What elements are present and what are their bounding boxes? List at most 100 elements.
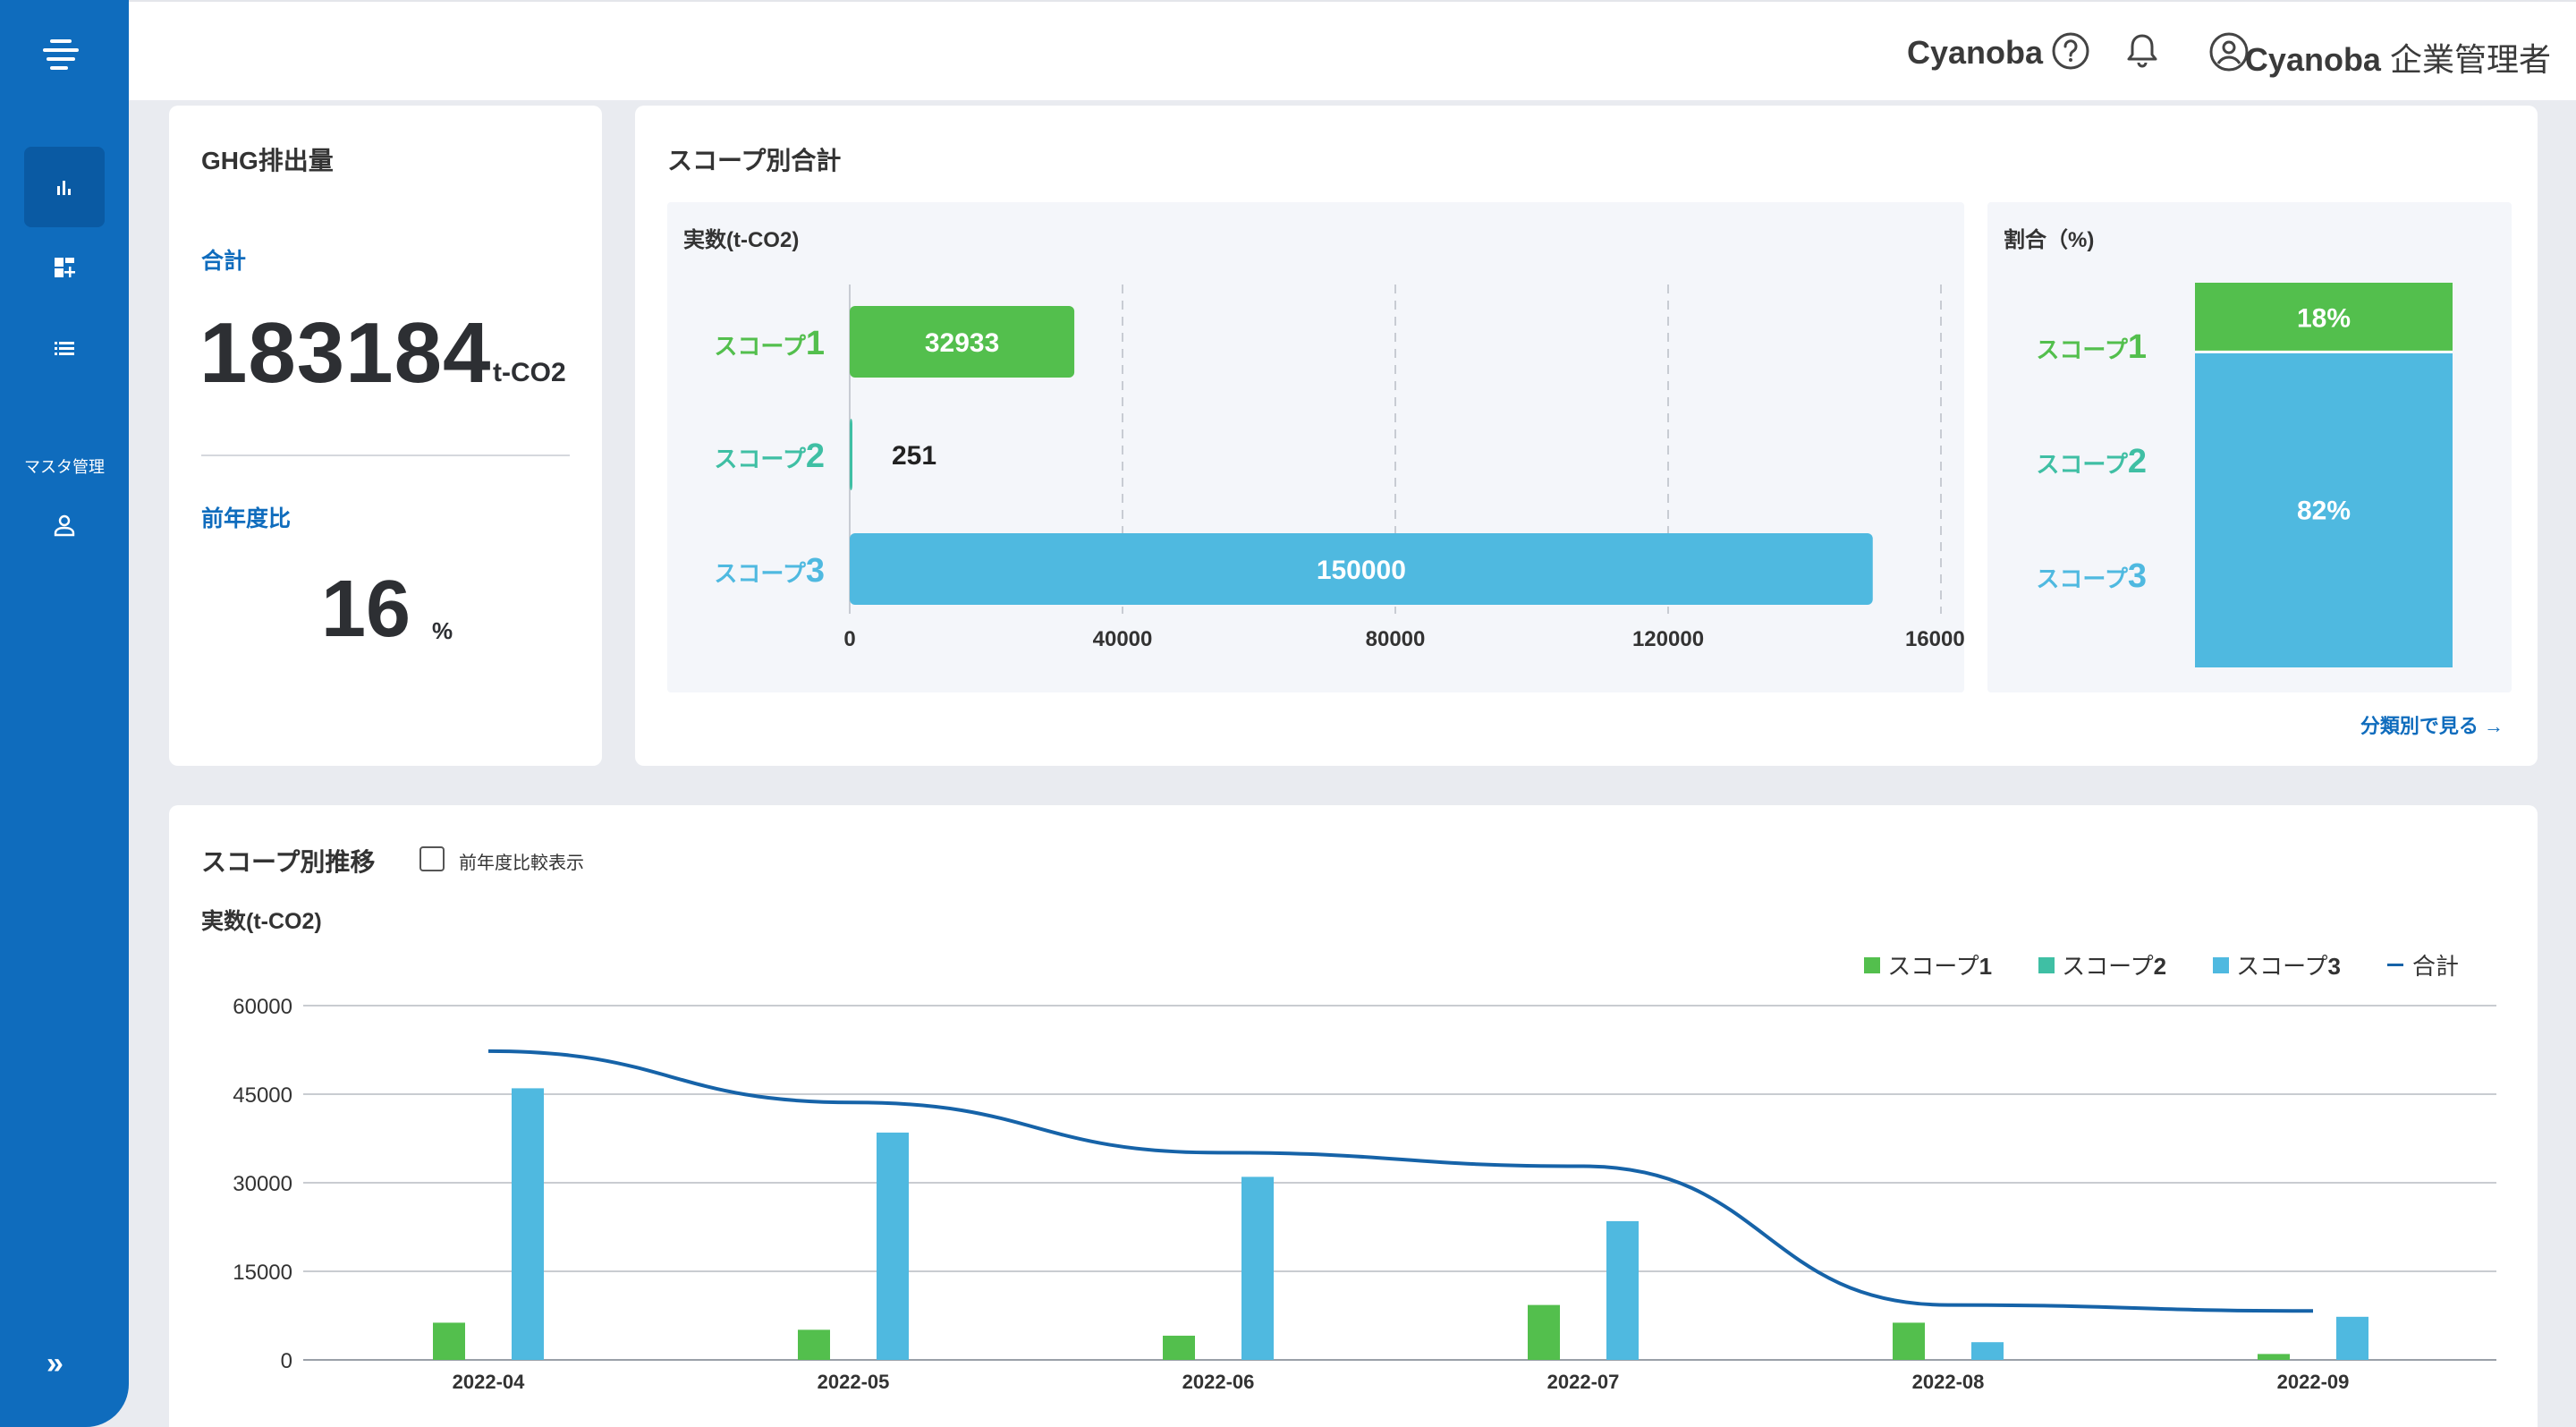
y-tick-label: 45000 — [233, 1083, 292, 1108]
ratio-value-label: 18% — [2297, 304, 2351, 334]
logo-icon[interactable] — [39, 34, 82, 77]
x-tick-label: 40000 — [1093, 627, 1153, 651]
legend-label: スコープ3 — [2236, 953, 2341, 980]
bar-scope-3[interactable] — [1241, 1176, 1274, 1360]
scope-total-card: スコープ別合計 実数(t-CO2) 0 40000 80000 120000 16000… — [635, 106, 2538, 766]
y-tick-label: 0 — [281, 1349, 292, 1373]
x-tick-label: 2022-05 — [818, 1371, 890, 1393]
scope-actual-chart: 0 40000 80000 120000 160000 32933 スコープ1 251 スコープ… — [714, 285, 1964, 651]
trend-title: スコープ別推移 — [201, 848, 376, 876]
account-icon[interactable] — [2207, 30, 2250, 73]
x-tick-label: 2022-06 — [1182, 1371, 1255, 1393]
ratio-label-scope-3: スコープ3 — [2036, 557, 2147, 595]
ratio-panel-title: 割合（%) — [2004, 228, 2095, 252]
bar-value-label: 32933 — [925, 328, 999, 358]
y-tick-label: 30000 — [233, 1172, 292, 1196]
legend-swatch — [2213, 956, 2230, 973]
x-tick-label: 80000 — [1366, 627, 1426, 651]
bar-scope-3[interactable] — [2336, 1316, 2368, 1360]
user-company: Cyanoba — [2244, 41, 2381, 78]
legend-swatch — [2386, 964, 2403, 966]
list-icon — [55, 342, 74, 355]
bar-scope-1[interactable] — [1893, 1322, 1925, 1360]
trend-y-unit: 実数(t-CO2) — [201, 909, 322, 934]
yoy-unit: % — [432, 617, 453, 644]
y-label-scope-1: スコープ1 — [714, 325, 825, 362]
actual-panel-title: 実数(t-CO2) — [683, 228, 800, 252]
legend-swatch — [1864, 956, 1881, 973]
brand-name: Cyanoba — [1906, 34, 2043, 71]
ghg-card-title: GHG排出量 — [201, 147, 334, 174]
user-role: 企業管理者 — [2389, 41, 2551, 78]
nav-user-master[interactable] — [24, 485, 105, 565]
x-tick-label: 160000 — [1905, 627, 1964, 651]
bar-scope-1[interactable] — [1528, 1304, 1560, 1360]
ratio-label-scope-1: スコープ1 — [2036, 328, 2147, 366]
y-label-scope-3: スコープ3 — [714, 552, 825, 590]
help-icon[interactable] — [2050, 30, 2091, 72]
view-by-category-link[interactable]: 分類別で見る → — [2360, 715, 2504, 737]
sidebar-section-master: マスタ管理 — [24, 458, 105, 476]
actual-panel: 実数(t-CO2) 0 40000 80000 120000 160000 32933 スコ… — [667, 202, 1964, 692]
y-label-scope-2: スコープ2 — [714, 437, 825, 475]
bar-scope-2[interactable] — [850, 419, 852, 490]
scope-ratio-chart: 18% 82% スコープ1 スコープ2 スコープ3 — [2036, 283, 2453, 667]
x-tick-label: 2022-09 — [2277, 1371, 2350, 1393]
legend-label: スコープ2 — [2062, 953, 2167, 980]
nav-list[interactable] — [24, 308, 105, 388]
person-icon — [54, 514, 75, 537]
bar-scope-1[interactable] — [850, 306, 1075, 378]
scope-total-title: スコープ別合計 — [667, 147, 842, 174]
legend-item[interactable]: 合計 — [2386, 948, 2459, 981]
total-unit: t-CO2 — [493, 358, 566, 387]
total-value: 183184 — [199, 305, 492, 401]
compare-checkbox[interactable] — [419, 846, 445, 871]
x-tick-label: 2022-04 — [453, 1371, 526, 1393]
bar-scope-1[interactable] — [2258, 1354, 2290, 1360]
ratio-value-label: 82% — [2297, 497, 2351, 526]
y-tick-label: 15000 — [233, 1261, 292, 1285]
bar-scope-3[interactable] — [512, 1088, 544, 1360]
x-tick-label: 120000 — [1632, 627, 1704, 651]
ratio-segment-scope-3[interactable] — [2195, 352, 2453, 667]
legend-item[interactable]: スコープ2 — [2038, 948, 2166, 981]
bar-value-label: 251 — [892, 441, 936, 471]
total-line[interactable] — [487, 1049, 2314, 1313]
bar-scope-3[interactable] — [850, 533, 1873, 605]
x-tick-label: 2022-07 — [1547, 1371, 1620, 1393]
bar-scope-3[interactable] — [877, 1132, 909, 1360]
yoy-value: 16 — [321, 565, 411, 654]
ghg-emissions-card: GHG排出量 合計 183184 t-CO2 前年度比 16 % — [169, 106, 602, 766]
bar-scope-1[interactable] — [433, 1322, 465, 1360]
top-header: Cyanoba Cyanoba 企業管理者 — [129, 0, 2576, 100]
legend-item[interactable]: スコープ3 — [2213, 948, 2341, 981]
legend-label: 合計 — [2411, 953, 2459, 980]
x-tick-label: 0 — [843, 627, 855, 651]
legend-swatch — [2038, 956, 2055, 973]
ratio-label-scope-2: スコープ2 — [2036, 443, 2147, 480]
x-tick-label: 2022-08 — [1912, 1371, 1985, 1393]
total-label: 合計 — [201, 249, 247, 274]
nav-dashboard[interactable] — [24, 147, 105, 227]
trend-legend: スコープ1 スコープ2 スコープ3 合計 — [1864, 948, 2459, 981]
scope-trend-chart: 0 15000 30000 45000 60000 2022-04 2022-05 2022-… — [233, 995, 2496, 1393]
bar-scope-3[interactable] — [1606, 1220, 1639, 1360]
legend-label: スコープ1 — [1887, 953, 1993, 980]
legend-item[interactable]: スコープ1 — [1864, 948, 1992, 981]
bar-scope-1[interactable] — [798, 1329, 830, 1360]
nav-add-widget[interactable] — [24, 227, 105, 308]
expand-sidebar-button[interactable]: » — [47, 1346, 64, 1380]
scope-trend-card: スコープ別推移 前年度比較表示 実数(t-CO2) スコープ1 スコープ2 スコープ… — [169, 805, 2538, 1427]
y-tick-label: 60000 — [233, 995, 292, 1019]
yoy-label: 前年度比 — [201, 506, 292, 531]
ratio-segment-scope-1[interactable] — [2195, 283, 2453, 353]
ratio-panel: 割合（%) 18% 82% スコープ1 スコープ2 スコープ3 — [1987, 202, 2512, 692]
user-name[interactable]: Cyanoba 企業管理者 — [2245, 34, 2551, 81]
compare-checkbox-label[interactable]: 前年度比較表示 — [459, 854, 584, 873]
bar-scope-3[interactable] — [1971, 1342, 2004, 1360]
bar-chart-icon — [57, 181, 71, 195]
bar-value-label: 150000 — [1317, 556, 1406, 585]
bell-icon[interactable] — [2122, 30, 2163, 72]
sidebar: マスタ管理 » — [0, 0, 129, 1427]
bar-scope-1[interactable] — [1163, 1335, 1195, 1360]
